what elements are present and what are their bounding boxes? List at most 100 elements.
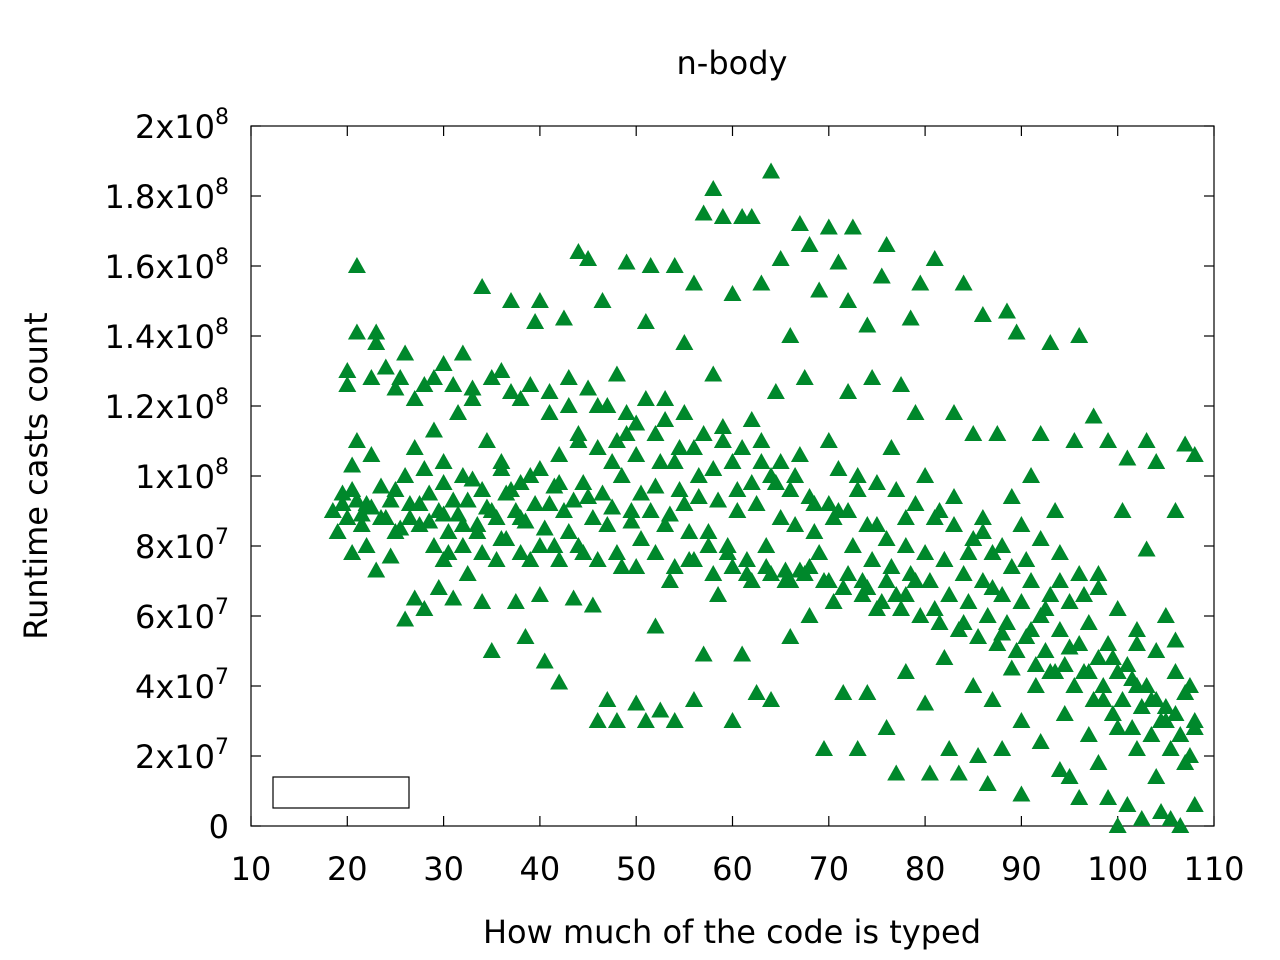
data-point-triangle (434, 355, 453, 371)
data-point-triangle (415, 600, 434, 616)
data-point-triangle (396, 467, 415, 483)
data-point-triangle (1060, 593, 1079, 609)
data-point-triangle (665, 712, 684, 728)
data-point-triangle (959, 593, 978, 609)
data-point-triangle (1046, 663, 1065, 679)
data-point-triangle (1108, 817, 1127, 833)
data-point-triangle (916, 544, 935, 560)
data-point-triangle (415, 460, 434, 476)
data-point-triangle (665, 558, 684, 574)
data-point-triangle (1074, 663, 1093, 679)
data-point-triangle (839, 565, 858, 581)
data-point-triangle (473, 481, 492, 497)
data-point-triangle (670, 481, 689, 497)
x-tick-label: 40 (520, 850, 561, 888)
data-point-triangle (800, 236, 819, 252)
data-point-triangle (1127, 621, 1146, 637)
data-point-triangle (622, 512, 641, 529)
data-point-triangle (800, 558, 819, 574)
data-point-triangle (964, 530, 983, 546)
data-point-triangle (1108, 663, 1127, 679)
data-point-triangle (1084, 691, 1103, 707)
data-point-triangle (675, 495, 694, 511)
data-point-triangle (468, 516, 487, 532)
data-point-triangle (434, 551, 453, 567)
data-point-triangle (1031, 607, 1050, 623)
data-point-triangle (453, 467, 472, 483)
data-point-triangle (665, 257, 684, 273)
data-point-triangle (492, 362, 511, 378)
data-point-triangle (935, 649, 954, 665)
data-point-triangle (1185, 712, 1204, 728)
data-point-triangle (487, 509, 506, 525)
data-point-triangle (583, 509, 602, 525)
y-tick-label: 2x107 (135, 735, 229, 776)
data-point-triangle (550, 474, 569, 490)
data-point-triangle (882, 558, 901, 574)
data-point-triangle (1007, 642, 1026, 658)
data-point-triangle (819, 218, 838, 235)
data-point-triangle (530, 537, 549, 553)
data-point-triangle (800, 488, 819, 504)
data-point-triangle (540, 495, 559, 511)
data-point-triangle (458, 491, 477, 508)
data-point-triangle (920, 764, 939, 781)
data-point-triangle (588, 712, 607, 728)
data-point-triangle (834, 579, 853, 595)
data-point-triangle (1127, 635, 1146, 651)
data-point-triangle (1070, 565, 1089, 581)
data-point-triangle (993, 537, 1012, 553)
data-point-triangle (569, 243, 588, 259)
data-point-triangle (1147, 642, 1166, 658)
data-point-triangle (1017, 551, 1036, 567)
data-point-triangle (424, 537, 443, 553)
data-point-triangle (1099, 635, 1118, 651)
data-point-triangle (617, 253, 636, 270)
data-point-triangle (1147, 691, 1166, 707)
x-tick-label: 10 (231, 850, 272, 888)
data-point-triangle (511, 390, 530, 406)
data-point-triangle (521, 376, 540, 392)
data-point-triangle (1055, 656, 1074, 672)
data-point-triangle (612, 467, 631, 483)
data-point-triangle (752, 274, 771, 291)
data-point-triangle (1012, 712, 1031, 728)
data-point-triangle (362, 369, 381, 385)
data-point-triangle (439, 523, 458, 539)
data-point-triangle (762, 467, 781, 483)
data-point-triangle (694, 645, 713, 662)
data-point-triangle (819, 495, 838, 511)
data-point-triangle (559, 397, 578, 413)
data-point-triangle (1002, 659, 1021, 676)
data-point-triangle (579, 488, 598, 504)
data-point-triangle (978, 607, 997, 623)
data-point-triangle (391, 519, 410, 536)
data-point-triangle (1118, 656, 1137, 672)
data-point-triangle (579, 250, 598, 266)
data-point-triangle (343, 481, 362, 497)
data-points (323, 162, 1204, 833)
data-point-triangle (949, 621, 968, 637)
data-point-triangle (521, 551, 540, 567)
data-point-triangle (530, 292, 549, 308)
x-tick-label: 100 (1087, 850, 1148, 888)
data-point-triangle (540, 383, 559, 399)
data-point-triangle (1156, 607, 1175, 623)
data-point-triangle (1007, 323, 1026, 340)
data-point-triangle (473, 544, 492, 560)
data-point-triangle (1152, 712, 1171, 728)
data-point-triangle (969, 628, 988, 644)
data-point-triangle (834, 684, 853, 700)
data-point-triangle (1176, 684, 1195, 700)
data-point-triangle (1176, 435, 1195, 452)
data-point-triangle (973, 509, 992, 525)
data-point-triangle (814, 740, 833, 756)
data-point-triangle (1070, 789, 1089, 805)
data-point-triangle (704, 180, 723, 196)
data-point-triangle (858, 579, 877, 595)
data-point-triangle (771, 453, 790, 469)
x-tick-label: 110 (1183, 850, 1244, 888)
data-point-triangle (444, 376, 463, 392)
data-point-triangle (1103, 705, 1122, 721)
data-point-triangle (646, 544, 665, 560)
